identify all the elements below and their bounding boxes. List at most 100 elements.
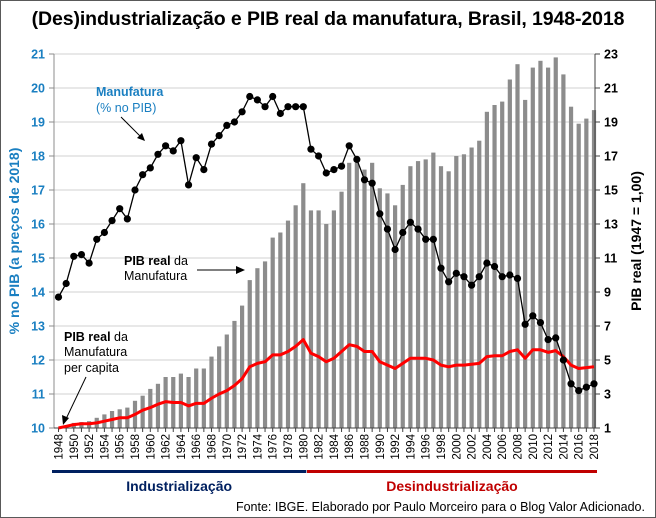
y-left-tick-label: 12: [31, 354, 45, 368]
y-right-tick-label: 5: [604, 354, 611, 368]
point-1971: [230, 118, 239, 126]
point-1957: [123, 215, 131, 223]
bar-1985: [339, 191, 344, 428]
point-1998: [437, 264, 445, 272]
x-tick-label: 1952: [84, 434, 96, 460]
bar-2018: [591, 110, 597, 428]
bar-1965: [186, 377, 191, 428]
point-2007: [506, 271, 514, 279]
bar-1996: [423, 159, 428, 428]
point-1963: [169, 147, 177, 155]
bar-1990: [377, 188, 382, 428]
x-tick-label: 1972: [237, 434, 249, 460]
bar-1967: [201, 368, 206, 428]
y-right-tick-label: 1: [604, 422, 611, 436]
point-1993: [399, 228, 407, 237]
x-tick-label: 1966: [191, 434, 203, 460]
point-2009: [521, 320, 529, 328]
bar-2009: [523, 99, 528, 429]
bar-2003: [477, 140, 482, 428]
bar-2016: [576, 123, 581, 428]
bar-1970: [224, 334, 229, 428]
period-label-1: Desindustrialização: [386, 478, 518, 494]
bar-1968: [209, 356, 214, 428]
bar-1969: [217, 346, 222, 428]
bar-2017: [584, 118, 589, 428]
line-series: [54, 92, 598, 430]
bar-2007: [507, 79, 512, 428]
point-2008: [513, 274, 522, 282]
point-2002: [468, 281, 476, 289]
x-tick-label: 1974: [252, 433, 264, 459]
point-1970: [223, 121, 231, 129]
x-tick-label: 1970: [222, 434, 234, 460]
point-1960: [146, 164, 154, 172]
bar-1979: [293, 205, 298, 428]
point-1958: [131, 186, 139, 194]
point-1988: [360, 176, 369, 184]
y-left-tick-label: 21: [31, 48, 45, 62]
point-1987: [353, 155, 361, 163]
bar-2011: [538, 60, 543, 429]
point-1950: [70, 252, 78, 260]
x-tick-label: 1988: [360, 434, 372, 460]
axes: [49, 53, 600, 432]
bar-1991: [385, 193, 390, 428]
point-2016: [575, 387, 583, 395]
x-tick-label: 1980: [298, 434, 310, 460]
annotation-manufatura-share: Manufatura: [96, 85, 164, 99]
bar-1977: [278, 232, 283, 428]
arrowhead-icon: [236, 266, 245, 274]
tick-labels: 1011121314151617181920211357911131517192…: [31, 48, 618, 460]
point-1999: [445, 278, 453, 286]
point-2012: [544, 336, 552, 344]
bar-1993: [400, 184, 405, 428]
bar-1982: [316, 210, 321, 428]
annotation-per-capita-bold: PIB real: [64, 330, 111, 344]
point-1995: [414, 225, 422, 233]
bar-2008: [515, 64, 520, 428]
point-1996: [422, 235, 430, 243]
point-2017: [582, 383, 590, 391]
bar-2000: [454, 156, 459, 428]
gridlines: [54, 53, 595, 395]
arrowhead-icon: [137, 133, 145, 141]
point-1972: [238, 108, 246, 116]
bar-1986: [347, 162, 352, 429]
y-left-tick-label: 15: [31, 252, 45, 266]
period-bar-0: [52, 470, 307, 473]
x-tick-label: 2018: [589, 434, 601, 460]
bar-2001: [461, 154, 467, 429]
point-1979: [292, 103, 300, 111]
point-1964: [177, 137, 185, 145]
y-right-tick-label: 19: [604, 116, 618, 130]
bar-2015: [568, 106, 574, 428]
bar-1997: [431, 152, 436, 428]
point-1969: [215, 132, 223, 140]
x-tick-label: 1984: [329, 433, 341, 459]
y-axis-right-title: PIB real (1947 = 1,00): [628, 171, 644, 311]
chart-title: (Des)industrialização e PIB real da manu…: [31, 8, 625, 30]
x-tick-label: 1994: [405, 433, 417, 459]
y-right-tick-label: 7: [604, 320, 611, 334]
point-2013: [552, 334, 560, 342]
point-1973: [246, 92, 254, 101]
point-1975: [261, 103, 269, 111]
x-tick-label: 1968: [207, 434, 219, 460]
point-1989: [368, 179, 376, 187]
bar-1966: [194, 368, 199, 428]
x-tick-label: 1982: [314, 434, 326, 460]
x-tick-label: 1986: [344, 434, 356, 460]
y-left-tick-label: 11: [32, 388, 45, 402]
period-markers: Industrialização Desindustrialização: [52, 470, 597, 494]
bar-1995: [415, 161, 421, 428]
y-right-tick-label: 11: [604, 252, 617, 266]
point-2014: [559, 356, 568, 364]
point-1976: [269, 92, 277, 101]
x-tick-label: 2006: [497, 434, 509, 460]
annotation-per-capita-da: da: [111, 330, 128, 344]
bar-1964: [178, 373, 183, 428]
bar-1972: [240, 305, 245, 428]
point-1953: [93, 235, 101, 243]
point-1954: [100, 228, 108, 237]
